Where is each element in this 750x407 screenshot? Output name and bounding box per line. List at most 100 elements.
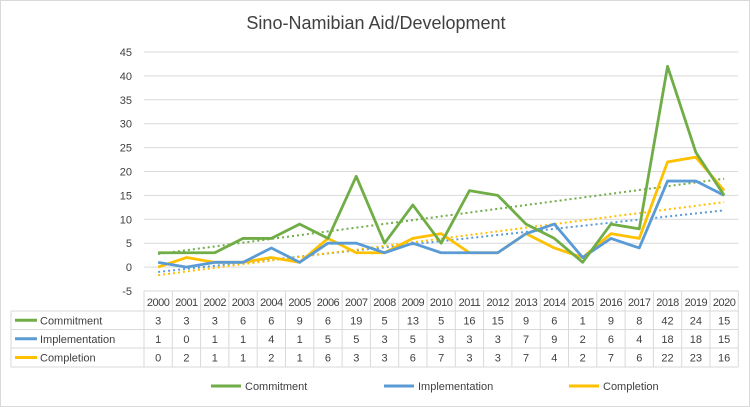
data-table-cell: 3 — [212, 315, 218, 327]
trendline-completion — [158, 201, 725, 277]
y-tick-label: 20 — [120, 167, 132, 179]
data-table-cell: 9 — [608, 315, 614, 327]
table-series-label: Implementation — [40, 334, 115, 346]
x-category-label: 2016 — [600, 297, 623, 309]
data-table-cell: 18 — [690, 334, 702, 346]
data-table-cell: 9 — [297, 315, 303, 327]
data-table-cell: 9 — [551, 334, 557, 346]
data-table-cell: 3 — [438, 334, 444, 346]
data-table-cell: 23 — [690, 353, 702, 365]
data-table-cell: 0 — [155, 353, 161, 365]
data-table-cell: 15 — [718, 315, 730, 327]
data-table-cell: 7 — [523, 334, 529, 346]
data-table-cell: 22 — [661, 353, 673, 365]
data-table-cell: 6 — [268, 315, 274, 327]
x-category-label: 2002 — [204, 297, 227, 309]
data-table-cell: 6 — [325, 315, 331, 327]
data-table-cell: 2 — [268, 353, 274, 365]
data-table-cell: 3 — [353, 353, 359, 365]
data-table-cell: 6 — [410, 353, 416, 365]
x-category-label: 2014 — [543, 297, 566, 309]
data-table-cell: 1 — [240, 334, 246, 346]
table-series-label: Completion — [40, 353, 96, 365]
y-tick-label: 25 — [120, 143, 132, 155]
data-table-cell: 16 — [463, 315, 475, 327]
y-tick-label: 10 — [120, 214, 132, 226]
data-table-cell: 1 — [580, 315, 586, 327]
x-category-label: 2018 — [656, 297, 679, 309]
y-tick-label: 35 — [120, 95, 132, 107]
legend-label: Commitment — [245, 381, 307, 393]
x-category-label: 2011 — [459, 297, 481, 309]
series-line-implementation — [157, 179, 725, 269]
data-table-cell: 1 — [240, 353, 246, 365]
y-tick-label: 30 — [120, 119, 132, 131]
data-table-cell: 3 — [155, 315, 161, 327]
data-table-cell: 6 — [608, 334, 614, 346]
data-table-cell: 1 — [297, 353, 303, 365]
y-tick-label: 15 — [120, 190, 132, 202]
data-table-cell: 16 — [718, 353, 730, 365]
data-table-cell: 7 — [438, 353, 444, 365]
x-category-label: 2009 — [402, 297, 425, 309]
data-table-cell: 13 — [407, 315, 419, 327]
data-table-cell: 4 — [268, 334, 274, 346]
data-table-cell: 3 — [381, 353, 387, 365]
data-table-cell: 1 — [155, 334, 161, 346]
series-line-commitment — [158, 64, 726, 264]
x-category-label: 2017 — [628, 297, 651, 309]
trendline-commitment — [158, 177, 725, 255]
chart-title: Sino-Namibian Aid/Development — [246, 13, 505, 33]
data-table-cell: 1 — [212, 353, 218, 365]
x-category-label: 2007 — [345, 297, 368, 309]
data-table-cell: 24 — [690, 315, 702, 327]
data-table-cell: 6 — [551, 315, 557, 327]
data-table-cell: 5 — [353, 334, 359, 346]
data-table-cell: 5 — [438, 315, 444, 327]
data-table-cell: 4 — [551, 353, 557, 365]
legend-label: Implementation — [418, 381, 493, 393]
data-table-cell: 5 — [410, 334, 416, 346]
data-table-cell: 2 — [580, 334, 586, 346]
data-table-cell: 0 — [183, 334, 189, 346]
data-table-cell: 5 — [325, 334, 331, 346]
data-table-cell: 2 — [580, 353, 586, 365]
table-series-label: Commitment — [40, 315, 102, 327]
data-table-cell: 3 — [381, 334, 387, 346]
data-table-cell: 2 — [183, 353, 189, 365]
data-table-cell: 9 — [523, 315, 529, 327]
series-line-completion — [157, 155, 726, 269]
x-category-label: 2015 — [571, 297, 594, 309]
x-category-label: 2005 — [288, 297, 311, 309]
x-category-label: 2000 — [147, 297, 170, 309]
data-table-cell: 3 — [495, 353, 501, 365]
data-table-cell: 1 — [212, 334, 218, 346]
x-category-label: 2010 — [430, 297, 453, 309]
x-category-label: 2004 — [260, 297, 283, 309]
data-table-cell: 6 — [325, 353, 331, 365]
y-tick-label: 45 — [120, 47, 132, 59]
y-tick-label: 5 — [126, 238, 132, 250]
data-table-cell: 3 — [466, 353, 472, 365]
data-table-cell: 6 — [636, 353, 642, 365]
data-table-cell: 19 — [350, 315, 362, 327]
x-category-label: 2003 — [232, 297, 255, 309]
data-table-cell: 7 — [608, 353, 614, 365]
x-category-label: 2006 — [317, 297, 340, 309]
data-table-cell: 15 — [718, 334, 730, 346]
data-table-cell: 7 — [523, 353, 529, 365]
data-table-cell: 6 — [240, 315, 246, 327]
data-table-cell: 15 — [492, 315, 504, 327]
data-table-cell: 5 — [381, 315, 387, 327]
y-tick-label: 40 — [120, 71, 132, 83]
x-category-label: 2008 — [373, 297, 396, 309]
data-table-cell: 8 — [636, 315, 642, 327]
legend-label: Completion — [603, 381, 659, 393]
data-table-cell: 3 — [495, 334, 501, 346]
data-table-cell: 3 — [183, 315, 189, 327]
data-table-cell: 42 — [661, 315, 673, 327]
y-tick-label: -5 — [122, 286, 132, 298]
data-table-cell: 1 — [297, 334, 303, 346]
